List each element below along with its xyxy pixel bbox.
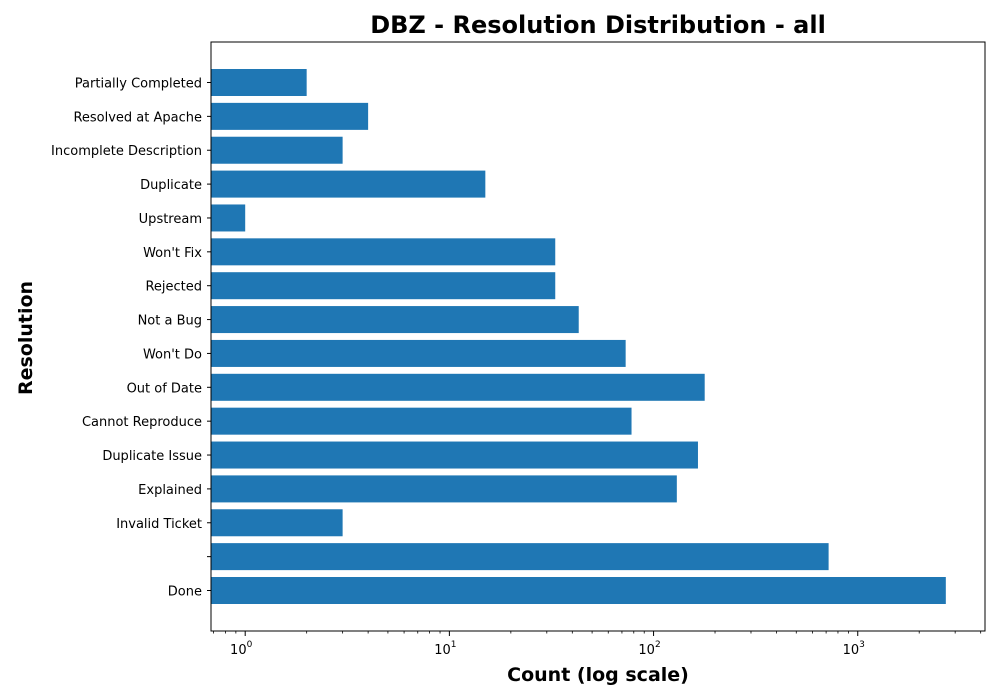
bar: [211, 102, 369, 130]
y-tick-label: Invalid Ticket: [116, 517, 202, 532]
y-ticks-group: Done Invalid Ticket Explained Duplicate Iss…: [51, 77, 211, 600]
plot-frame: [210, 41, 986, 632]
y-tick-label: Won't Fix: [143, 246, 202, 261]
y-tick-label: Partially Completed: [75, 77, 202, 92]
bar: [211, 339, 626, 367]
bar: [211, 509, 343, 537]
y-tick-label: Upstream: [139, 212, 202, 227]
y-tick-label: Incomplete Description: [51, 144, 202, 159]
bar: [211, 170, 486, 198]
chart-title: DBZ - Resolution Distribution - all: [370, 11, 826, 39]
x-tick-label: 103: [843, 640, 865, 658]
y-tick-label: Out of Date: [127, 381, 202, 396]
x-tick-label: 101: [434, 640, 456, 658]
bar: [211, 204, 246, 232]
y-tick-label: Cannot Reproduce: [82, 415, 202, 430]
x-ticks-group: 100 101 102 103: [213, 631, 982, 658]
bar: [211, 407, 632, 435]
bar: [211, 475, 677, 503]
y-tick-label: Duplicate Issue: [102, 449, 202, 464]
y-tick-label: Done: [168, 585, 202, 600]
bar: [211, 272, 556, 300]
bar: [211, 136, 343, 164]
bar: [211, 577, 946, 604]
y-axis-label: Resolution: [15, 281, 37, 395]
y-tick-label: Won't Do: [143, 347, 202, 362]
x-tick-label: 100: [230, 640, 253, 658]
y-tick-label: Not a Bug: [138, 314, 202, 329]
x-axis-label: Count (log scale): [507, 664, 689, 686]
bar: [211, 69, 307, 96]
bar: [211, 543, 829, 571]
bar: [211, 373, 705, 401]
bar: [211, 441, 698, 469]
y-tick-label: Duplicate: [140, 178, 202, 193]
y-tick-label: Explained: [138, 483, 202, 498]
bar: [211, 306, 579, 334]
y-tick-label: Resolved at Apache: [73, 110, 202, 125]
bar: [211, 238, 556, 266]
bars-group: [211, 69, 946, 604]
x-tick-label: 102: [638, 640, 660, 658]
y-tick-label: Rejected: [145, 280, 202, 295]
